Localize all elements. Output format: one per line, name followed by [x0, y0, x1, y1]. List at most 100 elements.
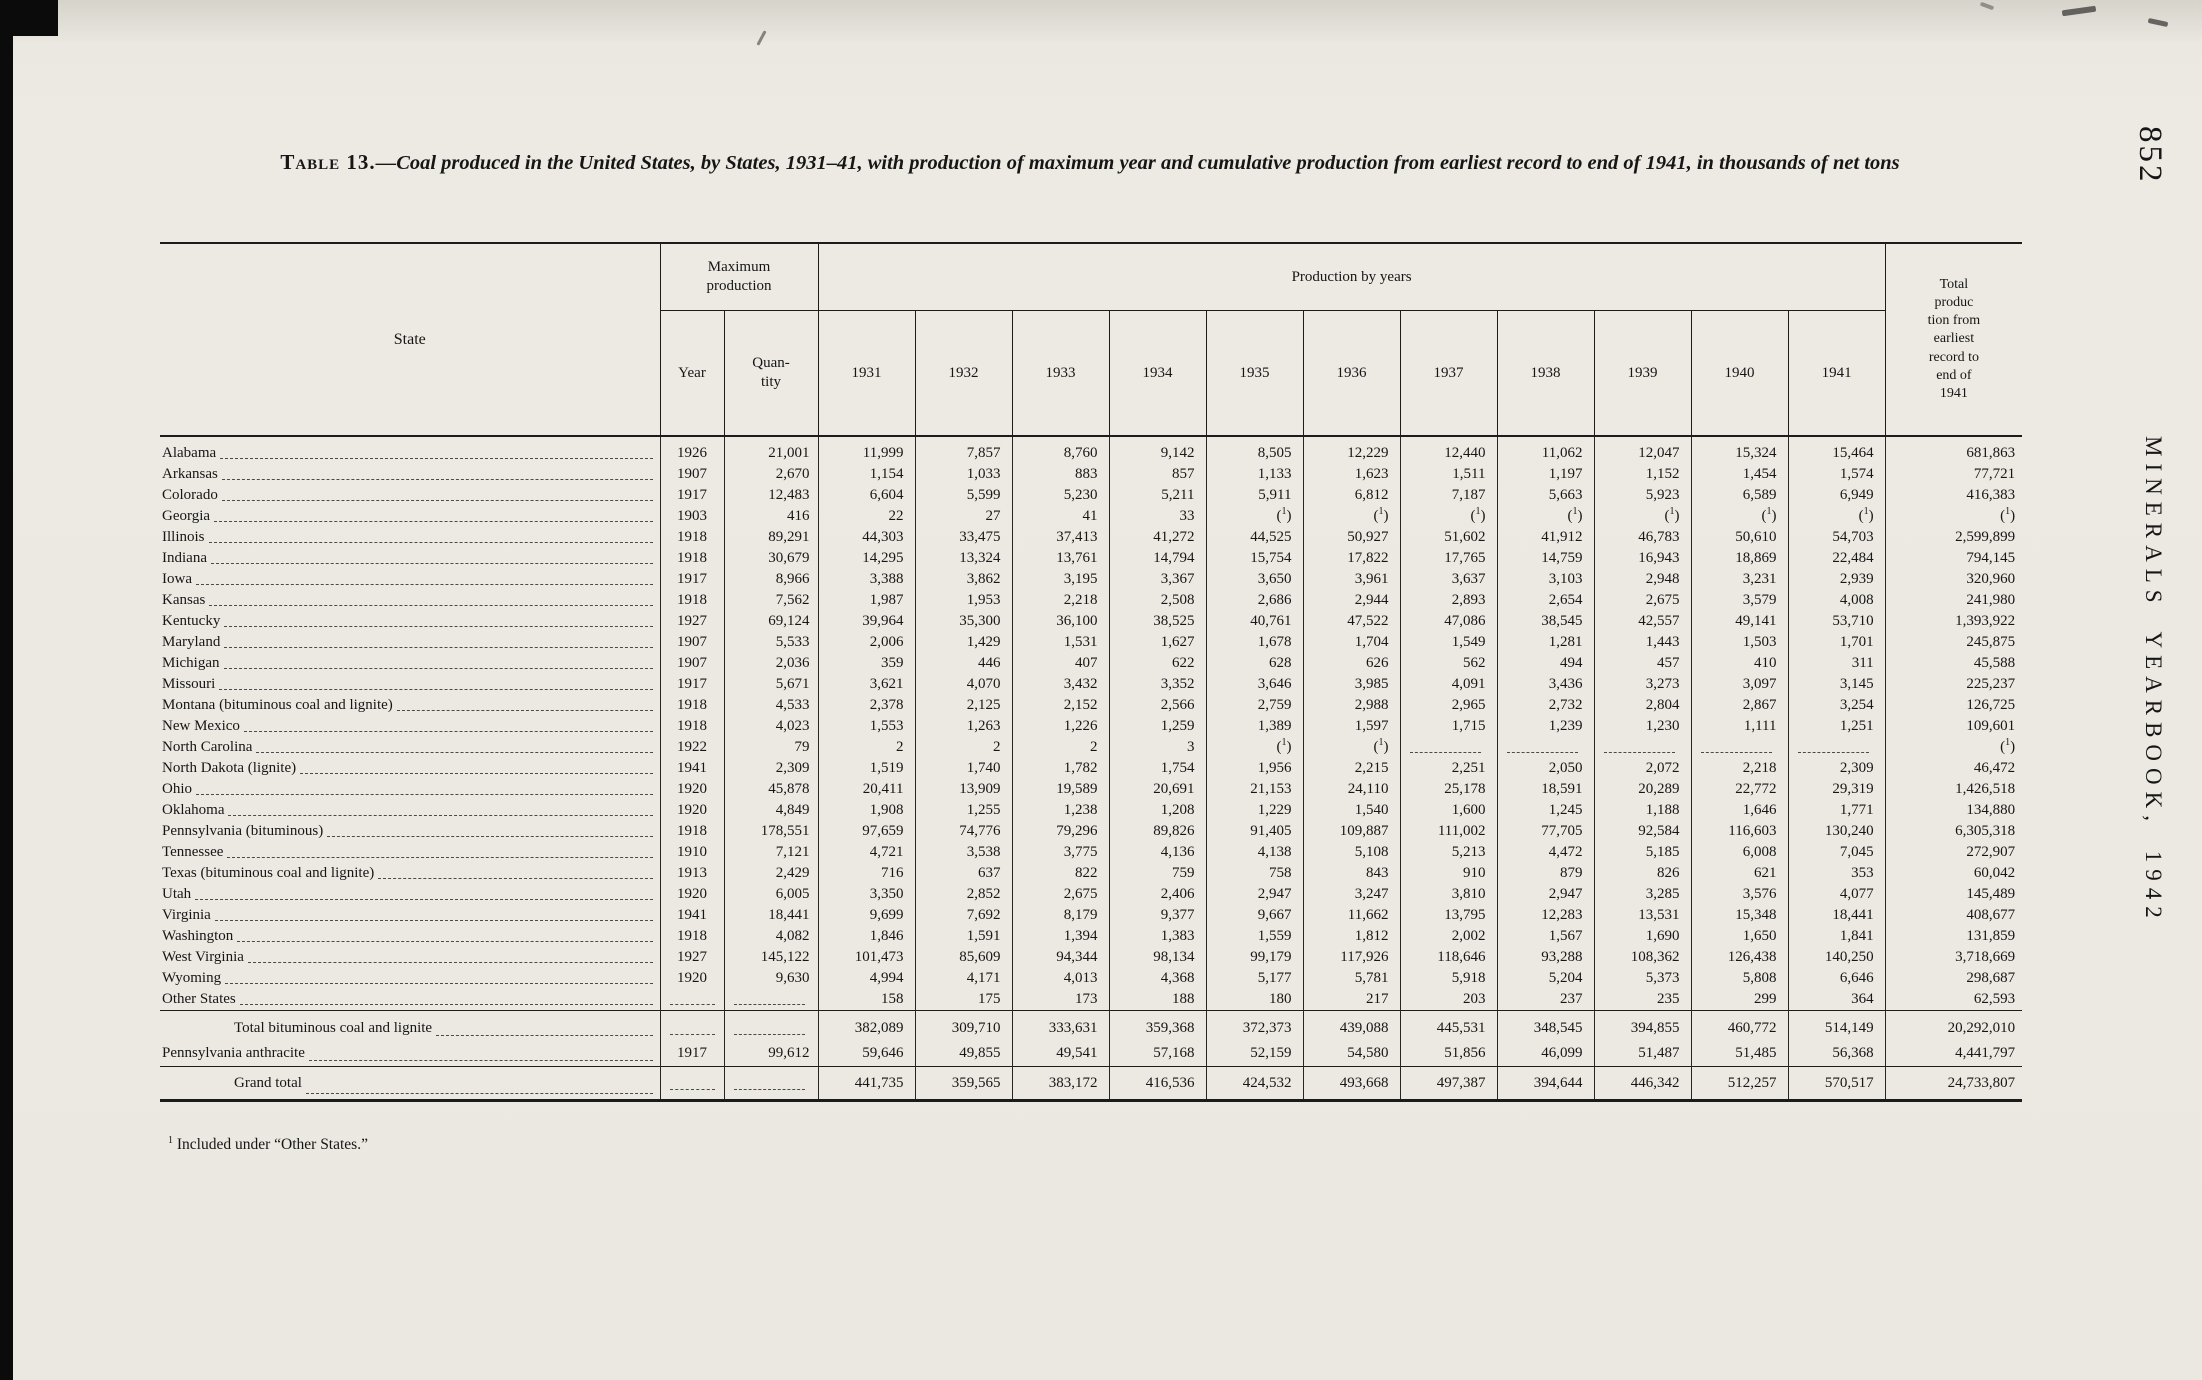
year-value-cell: 826: [1593, 863, 1691, 884]
year-value-cell: 5,211: [1108, 485, 1206, 506]
year-value-cell: 2,378: [817, 695, 915, 716]
year-value-cell: 758: [1205, 863, 1303, 884]
table-row: Pennsylvania anthracite 1917 99,612 59,646 4…: [160, 1041, 2023, 1067]
year-value-cell: 33: [1108, 506, 1206, 527]
year-value-cell: 6,589: [1690, 485, 1788, 506]
year-value-cell: 111,002: [1399, 821, 1497, 842]
year-value-cell: 13,324: [914, 548, 1012, 569]
year-value-cell: 53,710: [1787, 611, 1886, 632]
year-value-cell: 92,584: [1593, 821, 1691, 842]
year-value-cell: 2,939: [1787, 569, 1886, 590]
year-value-cell: 3,350: [817, 884, 915, 905]
year-value-cell: 11,062: [1496, 435, 1594, 464]
max-quantity-cell: 2,036: [723, 653, 818, 674]
year-value-cell: 372,373: [1205, 1010, 1303, 1041]
max-quantity-cell: 4,849: [723, 800, 818, 821]
footnote-text: Included under “Other States.”: [176, 1136, 368, 1153]
year-value-cell: 5,923: [1593, 485, 1691, 506]
year-value-cell: 1,154: [817, 464, 915, 485]
year-value-cell: 1,771: [1787, 800, 1886, 821]
year-value-cell: (1): [1690, 506, 1788, 527]
year-value-cell: 299: [1690, 989, 1788, 1011]
max-year-cell: 1917: [659, 569, 724, 590]
year-value-cell: 1,908: [817, 800, 915, 821]
max-year-cell: 1910: [659, 842, 724, 863]
year-value-cell: 11,999: [817, 435, 915, 464]
year-value-cell: 3,231: [1690, 569, 1788, 590]
table-row: Wyoming 1920 9,630 4,994 4,171 4,013 4,368 5,17…: [160, 968, 2023, 989]
scan-edge-artifact: [0, 0, 13, 1380]
table-row: Grand total 441,735 359,565 383,172 416,536 4…: [160, 1066, 2023, 1101]
year-value-cell: 3,388: [817, 569, 915, 590]
table-row: West Virginia 1927 145,122 101,473 85,609 94,…: [160, 947, 2023, 968]
year-value-cell: 12,283: [1496, 905, 1594, 926]
year-value-cell: 41,912: [1496, 527, 1594, 548]
year-value-cell: 562: [1399, 653, 1497, 674]
max-quantity-cell: 4,082: [723, 926, 818, 947]
year-value-cell: 158: [817, 989, 915, 1011]
year-value-cell: 1,553: [817, 716, 915, 737]
year-value-cell: 1,111: [1690, 716, 1788, 737]
year-value-cell: 2,732: [1496, 695, 1594, 716]
cumulative-total-cell: 225,237: [1884, 674, 2023, 695]
state-cell: West Virginia: [160, 947, 660, 968]
year-value-cell: 1,503: [1690, 632, 1788, 653]
table-row: Kansas 1918 7,562 1,987 1,953 2,218 2,508 2,686…: [160, 590, 2023, 611]
header-year-1936: 1936: [1302, 310, 1400, 436]
year-value-cell: 1,133: [1205, 464, 1303, 485]
year-value-cell: 98,134: [1108, 947, 1206, 968]
year-value-cell: 42,557: [1593, 611, 1691, 632]
scan-smudge: [2147, 17, 2169, 28]
year-value-cell: 1,152: [1593, 464, 1691, 485]
year-value-cell: 1,208: [1108, 800, 1206, 821]
year-value-cell: 25,178: [1399, 779, 1497, 800]
year-value-cell: 126,438: [1690, 947, 1788, 968]
year-value-cell: 7,187: [1399, 485, 1497, 506]
year-value-cell: 4,994: [817, 968, 915, 989]
year-value-cell: 14,794: [1108, 548, 1206, 569]
cumulative-total-cell: 109,601: [1884, 716, 2023, 737]
year-value-cell: 3,247: [1302, 884, 1400, 905]
year-value-cell: [1399, 737, 1497, 758]
header-year-1941: 1941: [1787, 310, 1886, 436]
year-value-cell: [1787, 737, 1886, 758]
table-row: Tennessee 1910 7,121 4,721 3,538 3,775 4,136 4,…: [160, 842, 2023, 863]
year-value-cell: 97,659: [817, 821, 915, 842]
state-cell: North Carolina: [160, 737, 660, 758]
cumulative-total-cell: 62,593: [1884, 989, 2023, 1011]
year-value-cell: 130,240: [1787, 821, 1886, 842]
max-quantity-cell: 45,878: [723, 779, 818, 800]
year-value-cell: 2,965: [1399, 695, 1497, 716]
year-value-cell: 1,600: [1399, 800, 1497, 821]
state-cell: Alabama: [160, 435, 660, 464]
year-value-cell: 4,008: [1787, 590, 1886, 611]
year-value-cell: (1): [1302, 737, 1400, 758]
year-value-cell: 12,047: [1593, 435, 1691, 464]
table-row: Georgia 1903 416 22 27 41 33 (1) (1) (1) (1) (1) (1)…: [160, 506, 2023, 527]
year-value-cell: 1,715: [1399, 716, 1497, 737]
footnote: 1 Included under “Other States.”: [168, 1135, 368, 1154]
year-value-cell: 822: [1011, 863, 1109, 884]
year-value-cell: 3,432: [1011, 674, 1109, 695]
max-year-cell: 1907: [659, 632, 724, 653]
header-year-1934: 1934: [1108, 310, 1206, 436]
max-quantity-cell: [723, 1066, 818, 1101]
year-value-cell: 3,538: [914, 842, 1012, 863]
max-year-cell: [659, 989, 724, 1011]
table-row: Alabama 1926 21,001 11,999 7,857 8,760 9,142 8,…: [160, 435, 2023, 464]
year-value-cell: 11,662: [1302, 905, 1400, 926]
year-value-cell: 180: [1205, 989, 1303, 1011]
max-quantity-cell: [723, 1010, 818, 1041]
table-header: State Maximum production Production by y…: [160, 243, 2023, 436]
year-value-cell: 4,368: [1108, 968, 1206, 989]
year-value-cell: 18,441: [1787, 905, 1886, 926]
table-row: North Dakota (lignite) 1941 2,309 1,519 1,74…: [160, 758, 2023, 779]
year-value-cell: 879: [1496, 863, 1594, 884]
year-value-cell: 2,406: [1108, 884, 1206, 905]
cumulative-total-cell: 241,980: [1884, 590, 2023, 611]
year-value-cell: 2,948: [1593, 569, 1691, 590]
table-grand-total: Grand total 441,735 359,565 383,172 416,536 4…: [160, 1066, 2023, 1101]
max-year-cell: 1926: [659, 435, 724, 464]
state-cell: Kansas: [160, 590, 660, 611]
